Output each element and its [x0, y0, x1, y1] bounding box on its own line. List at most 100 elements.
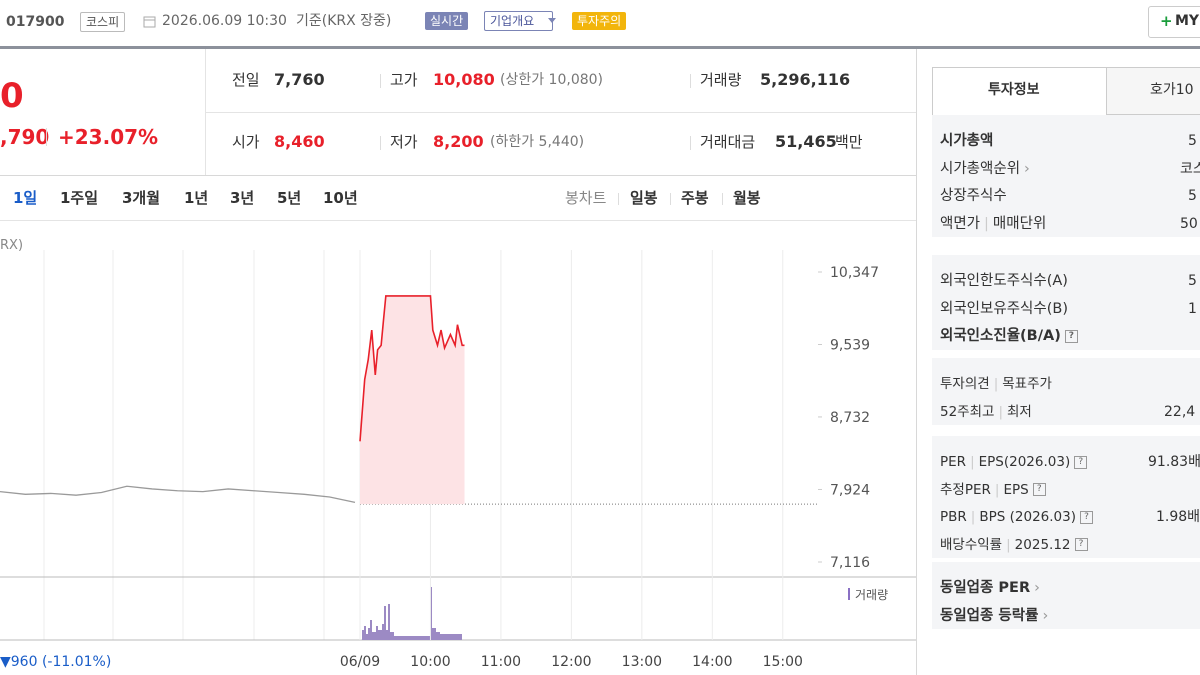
info-sublabel: BPS (2026.03)	[979, 509, 1076, 525]
divider	[0, 175, 916, 176]
info-label: 동일업종 PER	[940, 580, 1031, 596]
info-row: 외국인한도주식수(A)	[940, 271, 1068, 291]
info-row: 동일업종 등락률 ›	[940, 606, 1048, 626]
info-row: 동일업종 PER ›	[940, 578, 1040, 598]
grid-lines-previous	[43, 250, 325, 640]
info-sublabel: 최저	[1007, 403, 1032, 420]
info-row: 배당수익률 | 2025.12?	[940, 535, 1088, 555]
info-label: 추정PER	[940, 481, 991, 498]
info-label: 52주최고	[940, 403, 995, 420]
info-value: 1	[1188, 300, 1197, 317]
y-tick-label: 7,116	[830, 555, 870, 571]
period-tab[interactable]: 10년	[323, 189, 358, 207]
separator: |	[984, 215, 989, 232]
caution-badge: 투자주의	[572, 12, 627, 30]
previous-line	[0, 485, 356, 504]
info-row: 액면가 | 매매단위	[940, 214, 1046, 234]
tab-label[interactable]: 호가10	[1150, 82, 1194, 98]
stat-label: 거래대금	[700, 133, 756, 151]
panel-section	[932, 255, 1200, 350]
plus-icon: +	[1160, 12, 1173, 30]
my-button[interactable]	[1148, 6, 1200, 38]
panel-section	[932, 358, 1200, 425]
realtime-badge[interactable]: 실시간	[425, 12, 469, 30]
help-icon[interactable]: ?	[1074, 538, 1088, 551]
tab[interactable]	[1106, 67, 1200, 115]
info-row: 투자의견 | 목표주가	[940, 374, 1052, 394]
stat-label: 시가	[232, 133, 260, 151]
candle-tab[interactable]: 주봉	[681, 189, 709, 207]
stat-value: 8,460	[274, 132, 325, 151]
divider	[46, 128, 47, 146]
y-tick-label: 7,924	[830, 482, 870, 498]
separator: |	[1006, 536, 1011, 553]
panel-section	[932, 115, 1200, 237]
period-tab[interactable]: 1주일	[60, 189, 99, 207]
info-sublabel: 2025.12	[1014, 536, 1071, 553]
x-tick-label: 14:00	[692, 654, 732, 670]
info-value: 5	[1188, 273, 1197, 289]
stock-code: 017900	[6, 14, 65, 30]
help-icon[interactable]: ?	[1032, 483, 1046, 496]
volume-bars	[362, 587, 462, 640]
divider	[205, 112, 916, 113]
info-value: 22,4	[1164, 403, 1196, 420]
info-row: 상장주식수	[940, 186, 1007, 206]
divider	[380, 136, 381, 150]
info-label: 동일업종 등락률	[940, 607, 1039, 624]
info-value: 5	[1188, 188, 1197, 204]
x-tick-label: 10:00	[410, 654, 450, 670]
candle-tab[interactable]: 월봉	[733, 189, 761, 207]
stat-value: 5,296,116	[760, 70, 851, 89]
separator: |	[994, 481, 1000, 498]
period-tab[interactable]: 3개월	[122, 189, 161, 207]
info-row: 추정PER | EPS?	[940, 480, 1046, 500]
stat-label: 전일	[232, 71, 260, 89]
separator: |	[993, 376, 999, 392]
info-sublabel: EPS	[1003, 481, 1029, 498]
change-rate: +23.07%	[58, 125, 159, 149]
current-price: 0	[0, 76, 24, 116]
info-label: PBR	[940, 509, 967, 525]
info-value: 5	[1188, 133, 1197, 149]
info-label: 외국인소진율(B/A)	[940, 328, 1061, 344]
info-value: 코스	[1180, 160, 1200, 177]
divider	[916, 49, 917, 675]
period-tab[interactable]: 1년	[184, 189, 209, 207]
help-icon[interactable]: ?	[1079, 510, 1093, 524]
period-tab[interactable]: 5년	[277, 189, 302, 207]
market-badge: 코스피	[80, 12, 126, 32]
source-label: RX)	[0, 238, 23, 253]
stat-label: 저가	[390, 133, 418, 151]
period-tab[interactable]: 3년	[230, 189, 255, 207]
info-sublabel: EPS(2026.03)	[978, 454, 1071, 470]
calendar-icon	[143, 16, 156, 28]
price-change: ,790	[0, 125, 50, 149]
volume-legend-key	[848, 588, 850, 600]
info-label: 시가총액순위	[940, 160, 1021, 177]
stat-label: 고가	[390, 71, 418, 89]
my-label[interactable]: MY	[1175, 13, 1200, 29]
separator: |	[970, 509, 976, 525]
stat-value: 51,465	[775, 132, 837, 151]
help-icon[interactable]: ?	[1064, 329, 1078, 343]
info-row: PER | EPS(2026.03)?	[940, 452, 1088, 472]
info-label: PER	[940, 454, 967, 470]
help-icon[interactable]: ?	[1074, 455, 1088, 469]
info-sublabel: 목표주가	[1002, 376, 1052, 392]
stat-value: 7,760	[274, 70, 325, 89]
arrow-icon: ›	[1024, 160, 1030, 177]
panel-section	[932, 436, 1200, 558]
period-tab[interactable]: 1일	[13, 189, 38, 207]
x-tick-label: 15:00	[763, 654, 803, 670]
tab-active[interactable]	[932, 67, 1108, 115]
info-row: 외국인소진율(B/A)?	[940, 326, 1078, 346]
info-label: 투자의견	[940, 376, 990, 392]
price-area	[360, 295, 465, 505]
panel-section	[932, 562, 1200, 629]
stat-value: 10,080	[433, 70, 495, 89]
tab-label[interactable]: 투자정보	[988, 82, 1040, 98]
dropdown-icon	[548, 18, 556, 23]
candle-tab[interactable]: 일봉	[630, 189, 658, 207]
